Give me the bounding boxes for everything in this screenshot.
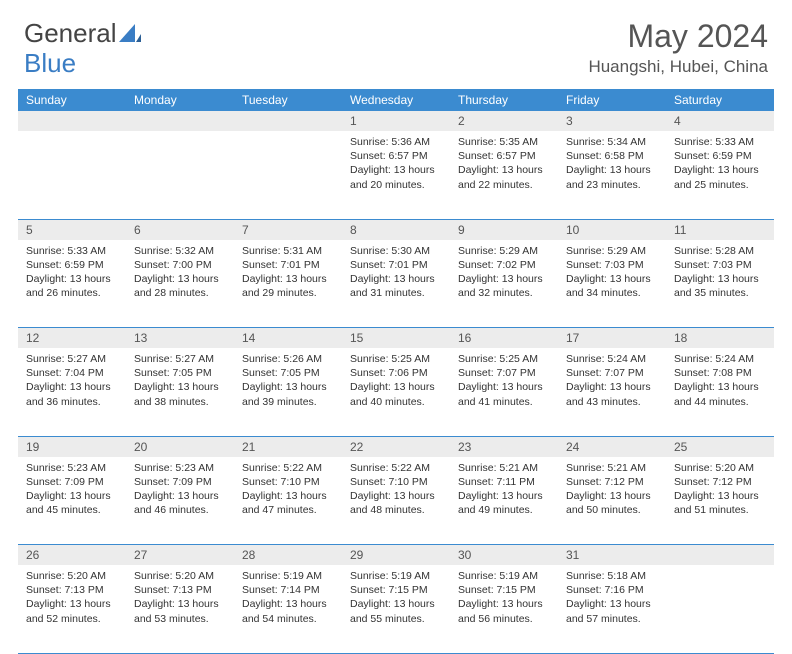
day-number-cell: 27 [126, 545, 234, 566]
day-number-cell: 8 [342, 219, 450, 240]
day-detail-cell: Sunrise: 5:28 AMSunset: 7:03 PMDaylight:… [666, 240, 774, 328]
day-detail-cell: Sunrise: 5:27 AMSunset: 7:05 PMDaylight:… [126, 348, 234, 436]
day-detail-cell: Sunrise: 5:24 AMSunset: 7:08 PMDaylight:… [666, 348, 774, 436]
day-number-cell [666, 545, 774, 566]
day-number-row: 12131415161718 [18, 328, 774, 349]
day-detail-cell: Sunrise: 5:22 AMSunset: 7:10 PMDaylight:… [342, 457, 450, 545]
day-number-cell: 17 [558, 328, 666, 349]
day-number-cell: 29 [342, 545, 450, 566]
calendar-table: SundayMondayTuesdayWednesdayThursdayFrid… [18, 89, 774, 654]
day-detail-cell: Sunrise: 5:33 AMSunset: 6:59 PMDaylight:… [666, 131, 774, 219]
title-block: May 2024 Huangshi, Hubei, China [588, 18, 768, 77]
day-detail-cell: Sunrise: 5:30 AMSunset: 7:01 PMDaylight:… [342, 240, 450, 328]
day-detail-cell: Sunrise: 5:32 AMSunset: 7:00 PMDaylight:… [126, 240, 234, 328]
header: General May 2024 Huangshi, Hubei, China [0, 0, 792, 85]
day-number-cell: 22 [342, 436, 450, 457]
weekday-header: Friday [558, 89, 666, 111]
day-number-row: 262728293031 [18, 545, 774, 566]
day-number-cell: 12 [18, 328, 126, 349]
day-detail-cell: Sunrise: 5:33 AMSunset: 6:59 PMDaylight:… [18, 240, 126, 328]
weekday-header: Sunday [18, 89, 126, 111]
logo-text-1: General [24, 18, 117, 49]
logo-text-2: Blue [24, 48, 76, 79]
day-detail-cell: Sunrise: 5:31 AMSunset: 7:01 PMDaylight:… [234, 240, 342, 328]
day-detail-cell: Sunrise: 5:25 AMSunset: 7:07 PMDaylight:… [450, 348, 558, 436]
day-number-cell: 31 [558, 545, 666, 566]
day-detail-cell: Sunrise: 5:29 AMSunset: 7:03 PMDaylight:… [558, 240, 666, 328]
day-number-cell: 1 [342, 111, 450, 131]
day-number-cell: 10 [558, 219, 666, 240]
day-number-row: 1234 [18, 111, 774, 131]
day-number-cell: 23 [450, 436, 558, 457]
day-detail-cell: Sunrise: 5:20 AMSunset: 7:13 PMDaylight:… [126, 565, 234, 653]
weekday-header: Saturday [666, 89, 774, 111]
day-number-cell: 20 [126, 436, 234, 457]
day-detail-cell [666, 565, 774, 653]
day-detail-cell: Sunrise: 5:36 AMSunset: 6:57 PMDaylight:… [342, 131, 450, 219]
day-number-row: 19202122232425 [18, 436, 774, 457]
day-number-cell: 5 [18, 219, 126, 240]
day-detail-cell: Sunrise: 5:21 AMSunset: 7:11 PMDaylight:… [450, 457, 558, 545]
day-number-cell: 16 [450, 328, 558, 349]
day-number-cell: 24 [558, 436, 666, 457]
day-number-cell: 28 [234, 545, 342, 566]
day-detail-cell: Sunrise: 5:35 AMSunset: 6:57 PMDaylight:… [450, 131, 558, 219]
weekday-header: Thursday [450, 89, 558, 111]
day-detail-row: Sunrise: 5:23 AMSunset: 7:09 PMDaylight:… [18, 457, 774, 545]
day-detail-cell: Sunrise: 5:21 AMSunset: 7:12 PMDaylight:… [558, 457, 666, 545]
weekday-header-row: SundayMondayTuesdayWednesdayThursdayFrid… [18, 89, 774, 111]
day-detail-cell: Sunrise: 5:19 AMSunset: 7:14 PMDaylight:… [234, 565, 342, 653]
day-number-cell: 9 [450, 219, 558, 240]
day-number-cell [234, 111, 342, 131]
day-number-cell: 14 [234, 328, 342, 349]
day-detail-cell: Sunrise: 5:20 AMSunset: 7:13 PMDaylight:… [18, 565, 126, 653]
day-number-cell: 6 [126, 219, 234, 240]
day-detail-row: Sunrise: 5:36 AMSunset: 6:57 PMDaylight:… [18, 131, 774, 219]
day-number-cell: 2 [450, 111, 558, 131]
logo-sail-icon [119, 24, 141, 44]
weekday-header: Wednesday [342, 89, 450, 111]
day-number-cell: 7 [234, 219, 342, 240]
day-detail-cell: Sunrise: 5:24 AMSunset: 7:07 PMDaylight:… [558, 348, 666, 436]
day-number-cell: 18 [666, 328, 774, 349]
day-number-cell: 4 [666, 111, 774, 131]
weekday-header: Tuesday [234, 89, 342, 111]
day-detail-cell [234, 131, 342, 219]
day-detail-cell: Sunrise: 5:19 AMSunset: 7:15 PMDaylight:… [342, 565, 450, 653]
day-detail-cell: Sunrise: 5:19 AMSunset: 7:15 PMDaylight:… [450, 565, 558, 653]
day-number-row: 567891011 [18, 219, 774, 240]
day-number-cell: 25 [666, 436, 774, 457]
day-detail-cell: Sunrise: 5:26 AMSunset: 7:05 PMDaylight:… [234, 348, 342, 436]
day-detail-cell: Sunrise: 5:34 AMSunset: 6:58 PMDaylight:… [558, 131, 666, 219]
day-detail-cell: Sunrise: 5:20 AMSunset: 7:12 PMDaylight:… [666, 457, 774, 545]
logo: General [24, 18, 141, 49]
location: Huangshi, Hubei, China [588, 57, 768, 77]
day-number-cell: 15 [342, 328, 450, 349]
day-number-cell: 11 [666, 219, 774, 240]
day-detail-cell: Sunrise: 5:23 AMSunset: 7:09 PMDaylight:… [18, 457, 126, 545]
day-number-cell: 30 [450, 545, 558, 566]
day-number-cell: 21 [234, 436, 342, 457]
day-detail-cell [18, 131, 126, 219]
day-detail-cell: Sunrise: 5:29 AMSunset: 7:02 PMDaylight:… [450, 240, 558, 328]
day-detail-cell: Sunrise: 5:22 AMSunset: 7:10 PMDaylight:… [234, 457, 342, 545]
day-number-cell: 26 [18, 545, 126, 566]
day-number-cell: 3 [558, 111, 666, 131]
day-detail-cell: Sunrise: 5:23 AMSunset: 7:09 PMDaylight:… [126, 457, 234, 545]
calendar-body: 1234Sunrise: 5:36 AMSunset: 6:57 PMDayli… [18, 111, 774, 653]
day-detail-row: Sunrise: 5:27 AMSunset: 7:04 PMDaylight:… [18, 348, 774, 436]
day-number-cell: 13 [126, 328, 234, 349]
month-title: May 2024 [588, 18, 768, 55]
day-detail-row: Sunrise: 5:33 AMSunset: 6:59 PMDaylight:… [18, 240, 774, 328]
day-number-cell [126, 111, 234, 131]
day-detail-cell: Sunrise: 5:25 AMSunset: 7:06 PMDaylight:… [342, 348, 450, 436]
day-detail-cell: Sunrise: 5:18 AMSunset: 7:16 PMDaylight:… [558, 565, 666, 653]
day-detail-cell [126, 131, 234, 219]
day-number-cell [18, 111, 126, 131]
day-detail-row: Sunrise: 5:20 AMSunset: 7:13 PMDaylight:… [18, 565, 774, 653]
day-detail-cell: Sunrise: 5:27 AMSunset: 7:04 PMDaylight:… [18, 348, 126, 436]
day-number-cell: 19 [18, 436, 126, 457]
weekday-header: Monday [126, 89, 234, 111]
